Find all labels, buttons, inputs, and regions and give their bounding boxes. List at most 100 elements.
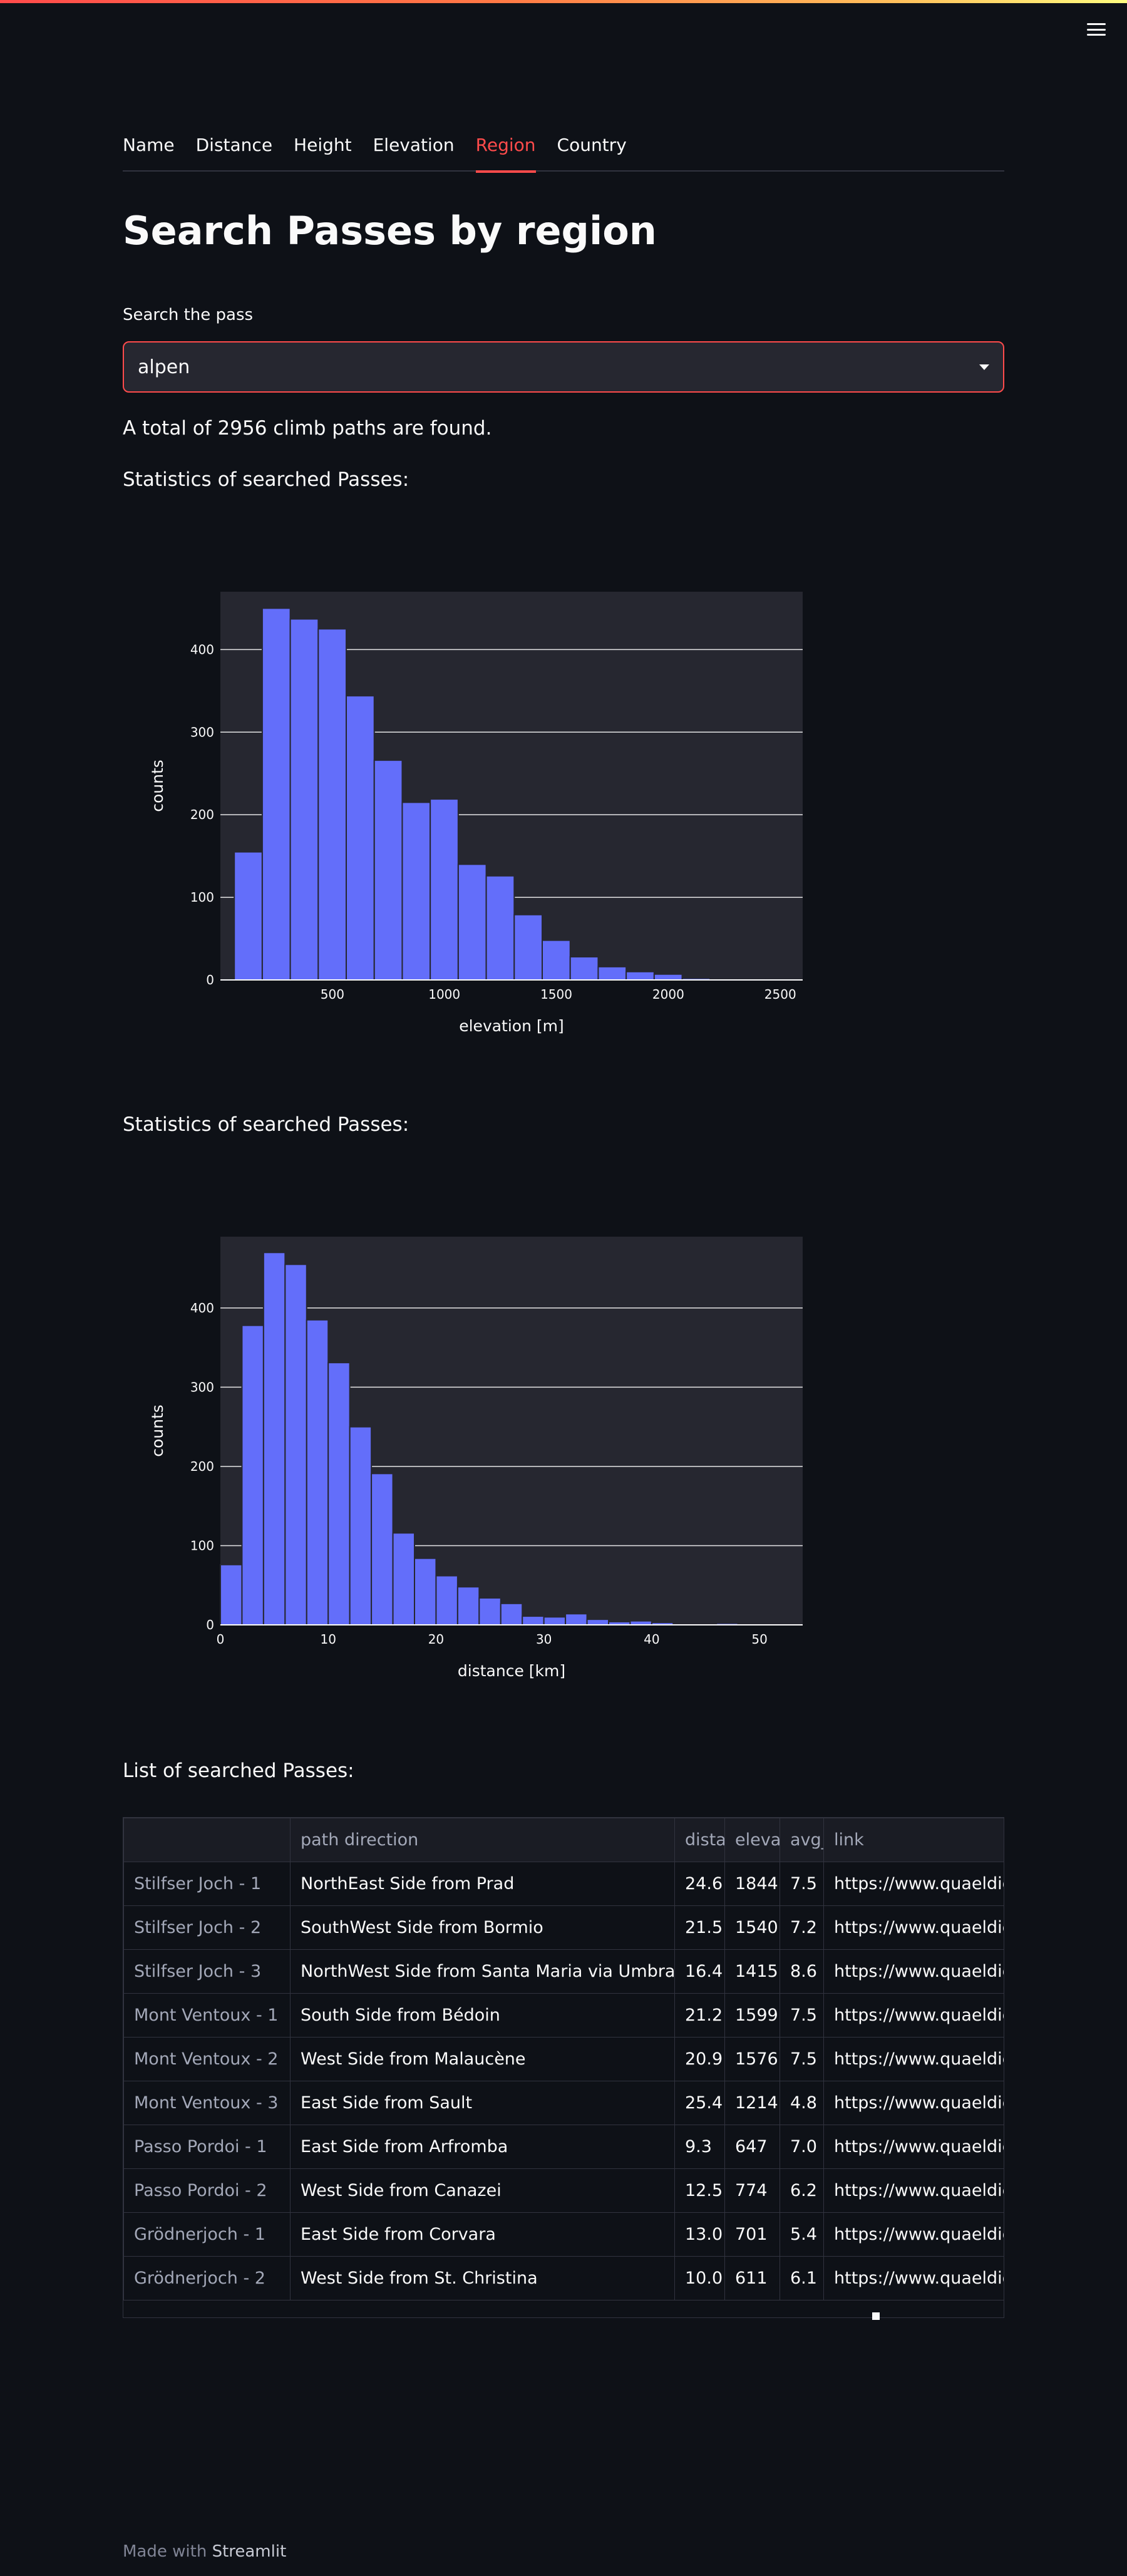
cell-path-direction[interactable]: East Side from Arfromba	[290, 2125, 675, 2169]
table-row[interactable]: Stilfser Joch - 2 SouthWest Side from Bor…	[123, 1905, 1004, 1950]
table-row[interactable]: Stilfser Joch - 3 NorthWest Side from San…	[123, 1949, 1004, 1994]
cell-pass-name[interactable]: Grödnerjoch - 1	[123, 2212, 291, 2257]
cell-distance[interactable]: 13.0	[674, 2212, 725, 2257]
cell-elevation[interactable]: 1214	[724, 2081, 780, 2125]
passes-table[interactable]: path direction distar elevat avg_ link S…	[123, 1817, 1004, 2318]
table-row[interactable]: Passo Pordoi - 1 East Side from Arfromba 9…	[123, 2125, 1004, 2169]
cell-pass-name[interactable]: Stilfser Joch - 1	[123, 1862, 291, 1906]
cell-pass-name[interactable]: Stilfser Joch - 3	[123, 1949, 291, 1994]
cell-distance[interactable]: 24.6	[674, 1862, 725, 1906]
cell-path-direction[interactable]: West Side from Malaucène	[290, 2037, 675, 2081]
cell-distance[interactable]: 25.4	[674, 2081, 725, 2125]
cell-path-direction[interactable]: NorthWest Side from Santa Maria via Umbr…	[290, 1949, 675, 1994]
table-resize-handle[interactable]	[872, 2312, 880, 2320]
cell-avg-grade[interactable]: 7.5	[780, 1862, 824, 1906]
cell-avg-grade[interactable]: 7.2	[780, 1905, 824, 1950]
cell-avg-grade[interactable]: 6.2	[780, 2168, 824, 2213]
cell-path-direction[interactable]: SouthWest Side from Bormio	[290, 1905, 675, 1950]
cell-distance[interactable]: 20.9	[674, 2037, 725, 2081]
cell-avg-grade[interactable]: 7.5	[780, 1993, 824, 2038]
table-row[interactable]: Grödnerjoch - 1 East Side from Corvara 13.…	[123, 2212, 1004, 2257]
header-index[interactable]	[123, 1818, 291, 1862]
cell-link[interactable]: https://www.quaeldich	[823, 2256, 1004, 2300]
cell-distance[interactable]: 16.4	[674, 1949, 725, 1994]
cell-avg-grade[interactable]: 8.6	[780, 1949, 824, 1994]
cell-avg-grade[interactable]: 7.5	[780, 2037, 824, 2081]
cell-distance[interactable]: 21.2	[674, 1993, 725, 2038]
tab-elevation[interactable]: Elevation	[373, 135, 455, 155]
cell-pass-name[interactable]: Passo Pordoi - 1	[123, 2125, 291, 2169]
cell-elevation[interactable]: 1576	[724, 2037, 780, 2081]
cell-link[interactable]: https://www.quaeldich	[823, 2037, 1004, 2081]
header-distance[interactable]: distar	[674, 1818, 725, 1862]
cell-pass-name[interactable]: Mont Ventoux - 2	[123, 2037, 291, 2081]
cell-pass-name[interactable]: Grödnerjoch - 2	[123, 2256, 291, 2300]
histogram-bar	[289, 618, 319, 981]
cell-elevation[interactable]: 701	[724, 2212, 780, 2257]
tab-height[interactable]: Height	[294, 135, 352, 155]
cell-link[interactable]: https://www.quaeldich	[823, 2212, 1004, 2257]
x-tick-label: 10	[320, 1632, 336, 1647]
table-row[interactable]: Grödnerjoch - 2 West Side from St. Christ…	[123, 2256, 1004, 2300]
cell-avg-grade[interactable]: 4.8	[780, 2081, 824, 2125]
table-row[interactable]: Passo Pordoi - 2 West Side from Canazei 12…	[123, 2168, 1004, 2213]
histogram-bar	[414, 1557, 437, 1626]
cell-elevation[interactable]: 1844	[724, 1862, 780, 1906]
cell-link[interactable]: https://www.quaeldich	[823, 2168, 1004, 2213]
cell-path-direction[interactable]: West Side from Canazei	[290, 2168, 675, 2213]
header-link[interactable]: link	[823, 1818, 1004, 1862]
cell-pass-name[interactable]: Passo Pordoi - 2	[123, 2168, 291, 2213]
tab-distance[interactable]: Distance	[195, 135, 273, 155]
cell-pass-name[interactable]: Mont Ventoux - 3	[123, 2081, 291, 2125]
cell-distance[interactable]: 10.0	[674, 2256, 725, 2300]
y-tick-label: 0	[206, 972, 214, 987]
cell-elevation[interactable]: 1540	[724, 1905, 780, 1950]
cell-avg-grade[interactable]: 5.4	[780, 2212, 824, 2257]
table-row[interactable]: Stilfser Joch - 1 NorthEast Side from Pra…	[123, 1862, 1004, 1906]
footer-streamlit-link[interactable]: Streamlit	[212, 2542, 287, 2561]
cell-path-direction[interactable]: West Side from St. Christina	[290, 2256, 675, 2300]
cell-elevation[interactable]: 611	[724, 2256, 780, 2300]
table-row[interactable]: Mont Ventoux - 2 West Side from Malaucène…	[123, 2037, 1004, 2081]
elevation-histogram: 0 100 200 300 400 500 1000 1500 2000 2500 elevatio…	[148, 592, 803, 1035]
table-row[interactable]: Mont Ventoux - 3 East Side from Sault 25.4…	[123, 2081, 1004, 2125]
cell-link[interactable]: https://www.quaeldich	[823, 1905, 1004, 1950]
cell-path-direction[interactable]: East Side from Sault	[290, 2081, 675, 2125]
histogram-bar	[513, 914, 543, 981]
header-avg-grade[interactable]: avg_	[780, 1818, 824, 1862]
header-elevation[interactable]: elevat	[724, 1818, 780, 1862]
table-row[interactable]: Mont Ventoux - 1 South Side from Bédoin 21…	[123, 1993, 1004, 2038]
cell-avg-grade[interactable]: 7.0	[780, 2125, 824, 2169]
cell-elevation[interactable]: 774	[724, 2168, 780, 2213]
histogram-bar	[457, 863, 487, 981]
cell-distance[interactable]: 21.5	[674, 1905, 725, 1950]
cell-elevation[interactable]: 1599	[724, 1993, 780, 2038]
region-select[interactable]: alpen	[123, 341, 1004, 393]
tab-region[interactable]: Region	[475, 131, 536, 173]
tab-country[interactable]: Country	[557, 135, 627, 155]
cell-link[interactable]: https://www.quaeldich	[823, 1949, 1004, 1994]
histogram-bar	[597, 966, 627, 981]
histogram-bar	[306, 1319, 329, 1625]
tab-name[interactable]: Name	[123, 135, 175, 155]
cell-distance[interactable]: 9.3	[674, 2125, 725, 2169]
cell-link[interactable]: https://www.quaeldich	[823, 1993, 1004, 2038]
cell-link[interactable]: https://www.quaeldich	[823, 1862, 1004, 1906]
cell-link[interactable]: https://www.quaeldich	[823, 2081, 1004, 2125]
histogram-bar	[430, 798, 459, 981]
main-menu-icon[interactable]	[1087, 21, 1106, 38]
cell-path-direction[interactable]: NorthEast Side from Prad	[290, 1862, 675, 1906]
cell-path-direction[interactable]: South Side from Bédoin	[290, 1993, 675, 2038]
cell-pass-name[interactable]: Mont Ventoux - 1	[123, 1993, 291, 2038]
cell-distance[interactable]: 12.5	[674, 2168, 725, 2213]
histogram-bar	[586, 1619, 609, 1626]
cell-path-direction[interactable]: East Side from Corvara	[290, 2212, 675, 2257]
cell-avg-grade[interactable]: 6.1	[780, 2256, 824, 2300]
page-title: Search Passes by region	[123, 208, 657, 254]
cell-link[interactable]: https://www.quaeldich	[823, 2125, 1004, 2169]
header-path-direction[interactable]: path direction	[290, 1818, 675, 1862]
x-tick-label: 1500	[540, 987, 572, 1002]
cell-elevation[interactable]: 647	[724, 2125, 780, 2169]
cell-pass-name[interactable]: Stilfser Joch - 2	[123, 1905, 291, 1950]
cell-elevation[interactable]: 1415	[724, 1949, 780, 1994]
